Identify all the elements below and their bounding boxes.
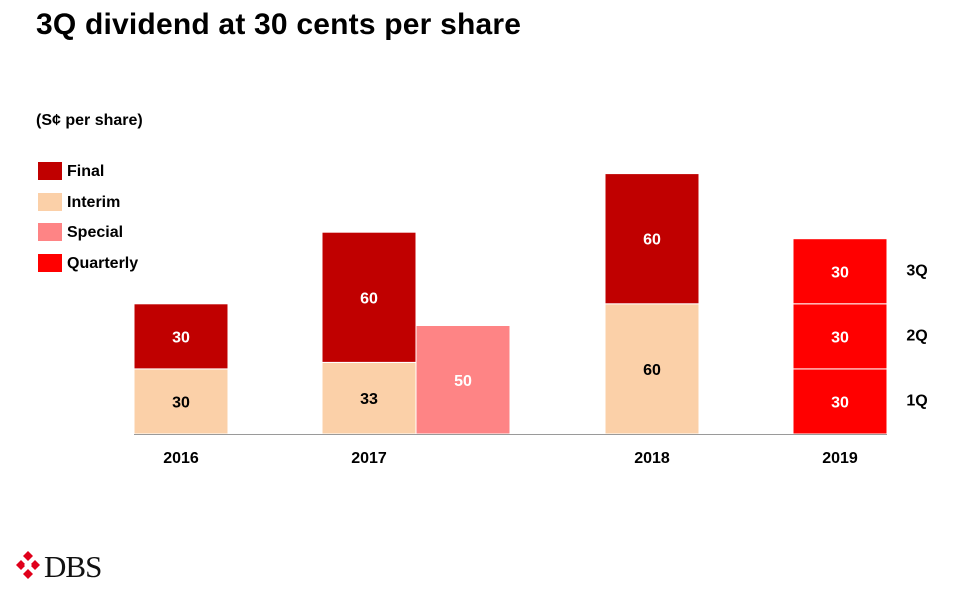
data-label: 30 [172, 329, 190, 346]
legend-swatch-quarterly [38, 253, 62, 272]
x-tick-label: 2019 [822, 450, 858, 467]
page-title: 3Q dividend at 30 cents per share [36, 8, 522, 41]
quarter-label: 1Q [906, 392, 927, 409]
bar-segment-final [321, 231, 417, 363]
bar-segment-final [133, 303, 229, 370]
bar-segment-quarterly [792, 303, 888, 370]
data-label: 30 [831, 264, 849, 281]
legend-swatch-interim [38, 192, 62, 211]
quarter-label: 2Q [906, 327, 927, 344]
data-label: 50 [454, 373, 472, 390]
data-label: 30 [831, 394, 849, 411]
bar-segment-special [415, 325, 511, 435]
legend-label-quarterly: Quarterly [67, 254, 139, 272]
bar-segment-quarterly [792, 368, 888, 435]
brand-logo-text: DBS [44, 549, 102, 584]
data-label: 60 [643, 362, 661, 379]
bar-segment-quarterly [792, 238, 888, 305]
data-label: 33 [360, 391, 378, 408]
x-tick-label: 2018 [634, 450, 670, 467]
data-label: 30 [172, 394, 190, 411]
legend-label-final: Final [67, 163, 105, 180]
bar-segment-final [604, 173, 700, 305]
x-tick-label: 2016 [163, 450, 199, 467]
data-label: 60 [643, 232, 661, 249]
unit-label: (S¢ per share) [36, 112, 143, 129]
legend-label-special: Special [67, 224, 124, 241]
legend-swatch-final [38, 162, 62, 180]
legend-label-interim: Interim [67, 193, 121, 211]
data-label: 30 [831, 329, 849, 346]
dbs-logo-icon [16, 551, 40, 579]
quarter-label: 3Q [906, 262, 927, 279]
data-label: 60 [360, 290, 378, 307]
bar-segment-interim [604, 303, 700, 435]
legend-swatch-special [38, 223, 62, 241]
x-tick-label: 2017 [351, 450, 387, 467]
